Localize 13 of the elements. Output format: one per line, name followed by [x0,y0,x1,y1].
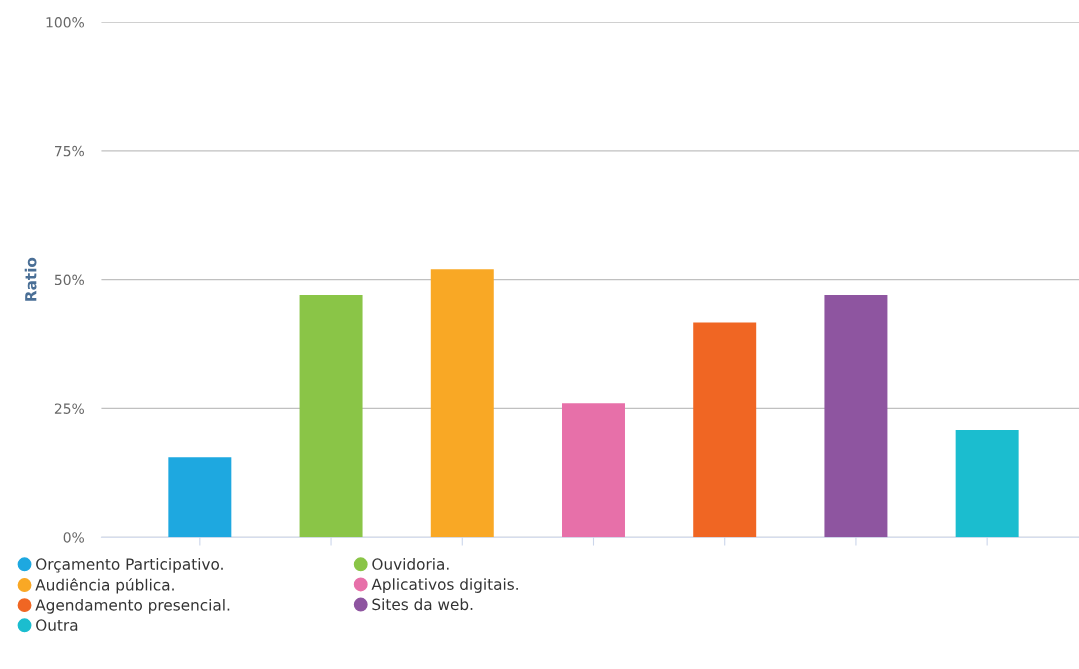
y-tick-label: 25% [54,403,84,414]
y-tick-label: 100% [46,17,84,28]
legend-label: Orçamento Participativo. [36,558,223,573]
legend-label: Sites da web. [372,598,473,611]
legend-label: Aplicativos digitais. [371,578,518,593]
legend-label: Agendamento presencial. [35,598,230,614]
legend-label: Ouvidoria. [372,558,449,570]
legend-label: Outra [36,619,78,631]
legend-label: Audiência pública. [35,578,174,594]
y-tick-label: 75% [55,145,84,157]
y-tick-label: 0% [63,532,84,543]
y-axis-title: Ratio [24,257,37,301]
y-tick-label: 50% [54,274,84,286]
